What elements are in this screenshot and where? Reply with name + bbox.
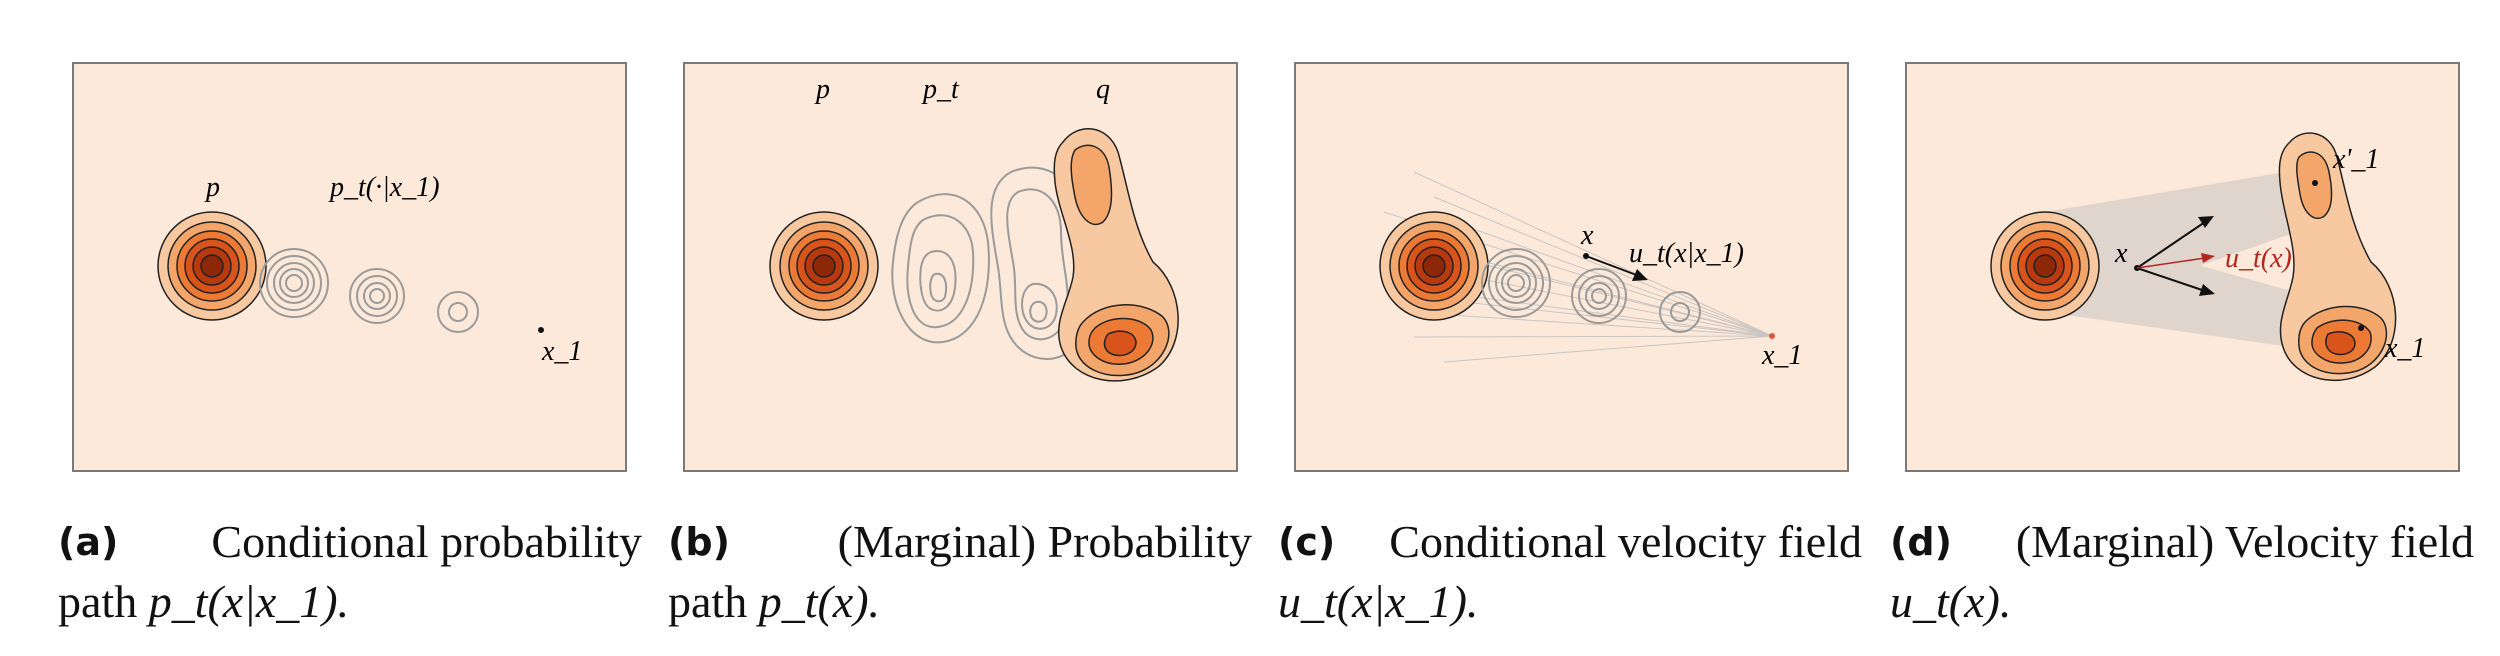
caption-label: (d) <box>1890 520 1952 564</box>
panel-d-plot: x u_t(x) x'_1 x_1 <box>1905 62 2460 472</box>
target-point-x1-prime <box>2312 180 2318 186</box>
label-ut: u_t(x|x_1) <box>1629 238 1744 269</box>
source-density-p <box>1379 211 1489 321</box>
caption-math: u_t(x). <box>1890 576 2012 627</box>
target-point-x1 <box>2358 325 2364 331</box>
label-p: p <box>814 74 830 105</box>
caption-line-1: (b) (Marginal) Probability <box>668 512 1252 572</box>
panel-b: p p_t q <box>683 62 1238 472</box>
caption-line-1: (c) Conditional velocity field <box>1278 512 1862 572</box>
plot-frame <box>72 62 627 472</box>
caption-math: p_t(x). <box>758 576 881 627</box>
velocity-arrow <box>1585 255 1648 281</box>
caption-text: Conditional velocity field <box>1389 516 1862 567</box>
caption-a: (a) Conditional probability path p_t(x|x… <box>58 512 642 632</box>
label-x: x <box>2114 238 2128 269</box>
label-x1: x_1 <box>1761 340 1802 371</box>
intermediate-density-contours <box>259 248 479 333</box>
label-p: p <box>204 172 220 203</box>
caption-label: (a) <box>58 520 119 564</box>
caption-b: (b) (Marginal) Probability path p_t(x). <box>668 512 1252 632</box>
label-ut: u_t(x) <box>2225 243 2292 274</box>
target-density-q <box>1053 128 1179 382</box>
label-pt: p_t(·|x_1) <box>328 172 440 203</box>
label-x1: x_1 <box>2384 333 2425 364</box>
caption-text-2: path <box>668 576 748 627</box>
caption-line-2: path p_t(x|x_1). <box>58 572 642 632</box>
caption-c: (c) Conditional velocity field u_t(x|x_1… <box>1278 512 1862 632</box>
panel-d: x u_t(x) x'_1 x_1 <box>1905 62 2460 472</box>
caption-d: (d) (Marginal) Velocity field u_t(x). <box>1890 512 2474 632</box>
caption-label: (c) <box>1278 520 1336 564</box>
intermediate-density-contours <box>1481 248 1701 333</box>
target-point-x1 <box>538 327 544 333</box>
caption-line-2: path p_t(x). <box>668 572 1252 632</box>
target-point-x1 <box>1769 333 1775 339</box>
target-density-q <box>2278 132 2397 382</box>
caption-text-2: path <box>58 576 138 627</box>
caption-line-2: u_t(x). <box>1890 572 2474 632</box>
marginal-velocity-arrow <box>2136 253 2215 269</box>
panel-c: x u_t(x|x_1) x_1 <box>1294 62 1849 472</box>
intermediate-density-contours <box>891 166 1088 360</box>
plot-frame <box>1294 62 1849 472</box>
label-x: x <box>1580 220 1594 251</box>
source-density-p <box>157 211 267 321</box>
panel-a-plot: p p_t(·|x_1) x_1 <box>72 62 627 472</box>
caption-text: Conditional probability <box>211 516 642 567</box>
source-density-p <box>769 211 879 321</box>
panel-a: p p_t(·|x_1) x_1 <box>72 62 627 472</box>
caption-line-2: u_t(x|x_1). <box>1278 572 1862 632</box>
caption-math: u_t(x|x_1). <box>1278 576 1479 627</box>
caption-math: p_t(x|x_1). <box>148 576 350 627</box>
label-x1-prime: x'_1 <box>2332 144 2379 175</box>
panel-b-plot: p p_t q <box>683 62 1238 472</box>
source-density-p <box>1990 211 2100 321</box>
label-q: q <box>1096 74 1110 105</box>
panel-c-plot: x u_t(x|x_1) x_1 <box>1294 62 1849 472</box>
label-x1: x_1 <box>541 336 582 367</box>
caption-line-1: (a) Conditional probability <box>58 512 642 572</box>
caption-text: (Marginal) Velocity field <box>2015 516 2474 567</box>
caption-line-1: (d) (Marginal) Velocity field <box>1890 512 2474 572</box>
caption-label: (b) <box>668 520 730 564</box>
label-pt: p_t <box>921 74 960 105</box>
shaded-flow-regions <box>2045 172 2325 352</box>
conditional-velocity-arrows <box>2136 216 2215 296</box>
caption-text: (Marginal) Probability <box>837 516 1252 567</box>
